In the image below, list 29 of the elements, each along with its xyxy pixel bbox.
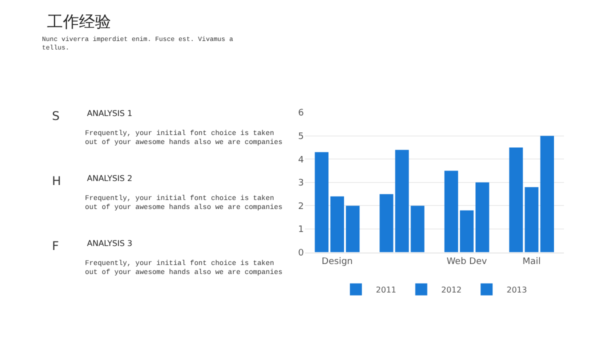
bar xyxy=(444,170,458,252)
x-tick-label: Design xyxy=(322,257,353,268)
text: ANALYSIS 1 xyxy=(87,109,132,118)
bar xyxy=(314,152,328,252)
bar xyxy=(460,210,474,252)
bar xyxy=(524,187,538,252)
y-tick-label: 6 xyxy=(298,108,304,119)
legend-label: 2012 xyxy=(441,285,462,294)
legend-label: 2011 xyxy=(376,285,396,294)
y-tick-label: 1 xyxy=(298,225,304,236)
x-tick-label: Mail xyxy=(522,257,541,268)
text: ANALYSIS 3 xyxy=(87,239,132,248)
y-tick-label: 4 xyxy=(298,155,304,166)
bar xyxy=(540,136,554,252)
y-tick-label: 0 xyxy=(298,248,304,258)
bar xyxy=(476,182,490,252)
y-tick-label: 2 xyxy=(298,202,304,212)
bar xyxy=(509,148,523,252)
y-tick-label: 5 xyxy=(298,132,304,142)
text: H xyxy=(52,174,62,188)
bar xyxy=(330,196,344,252)
y-tick-label: 3 xyxy=(298,178,304,189)
x-tick-label: Web Dev xyxy=(446,257,488,268)
text: F xyxy=(52,239,59,253)
legend-label: 2013 xyxy=(506,285,527,294)
text: ANALYSIS 2 xyxy=(87,174,132,183)
text: 工作经验 xyxy=(47,12,111,31)
bar xyxy=(346,206,360,252)
text: S xyxy=(52,109,60,123)
